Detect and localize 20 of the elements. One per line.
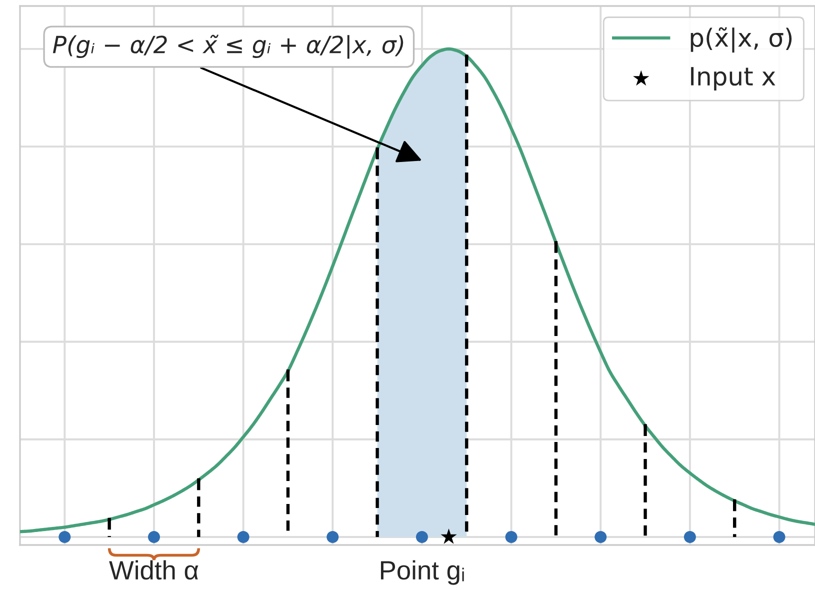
point <box>465 54 468 58</box>
legend-label: p(x̃|x, σ) <box>690 27 792 53</box>
point <box>326 530 339 544</box>
point <box>594 530 607 544</box>
point <box>440 528 457 544</box>
point <box>644 424 647 428</box>
point <box>58 530 71 544</box>
legend-label: Input x <box>691 67 776 91</box>
x-tick-label: Point gᵢ <box>380 560 464 585</box>
point <box>376 147 379 151</box>
annotation: P(gᵢ − α/2 < x̃ ≤ gᵢ + α/2|x, σ) <box>52 34 404 59</box>
point <box>505 530 518 544</box>
point <box>237 530 250 544</box>
point <box>684 530 696 544</box>
point <box>108 518 111 522</box>
point <box>773 530 786 544</box>
x-tick-label: Width α <box>109 560 198 580</box>
point <box>148 530 160 544</box>
point <box>416 530 428 544</box>
point <box>554 241 558 244</box>
